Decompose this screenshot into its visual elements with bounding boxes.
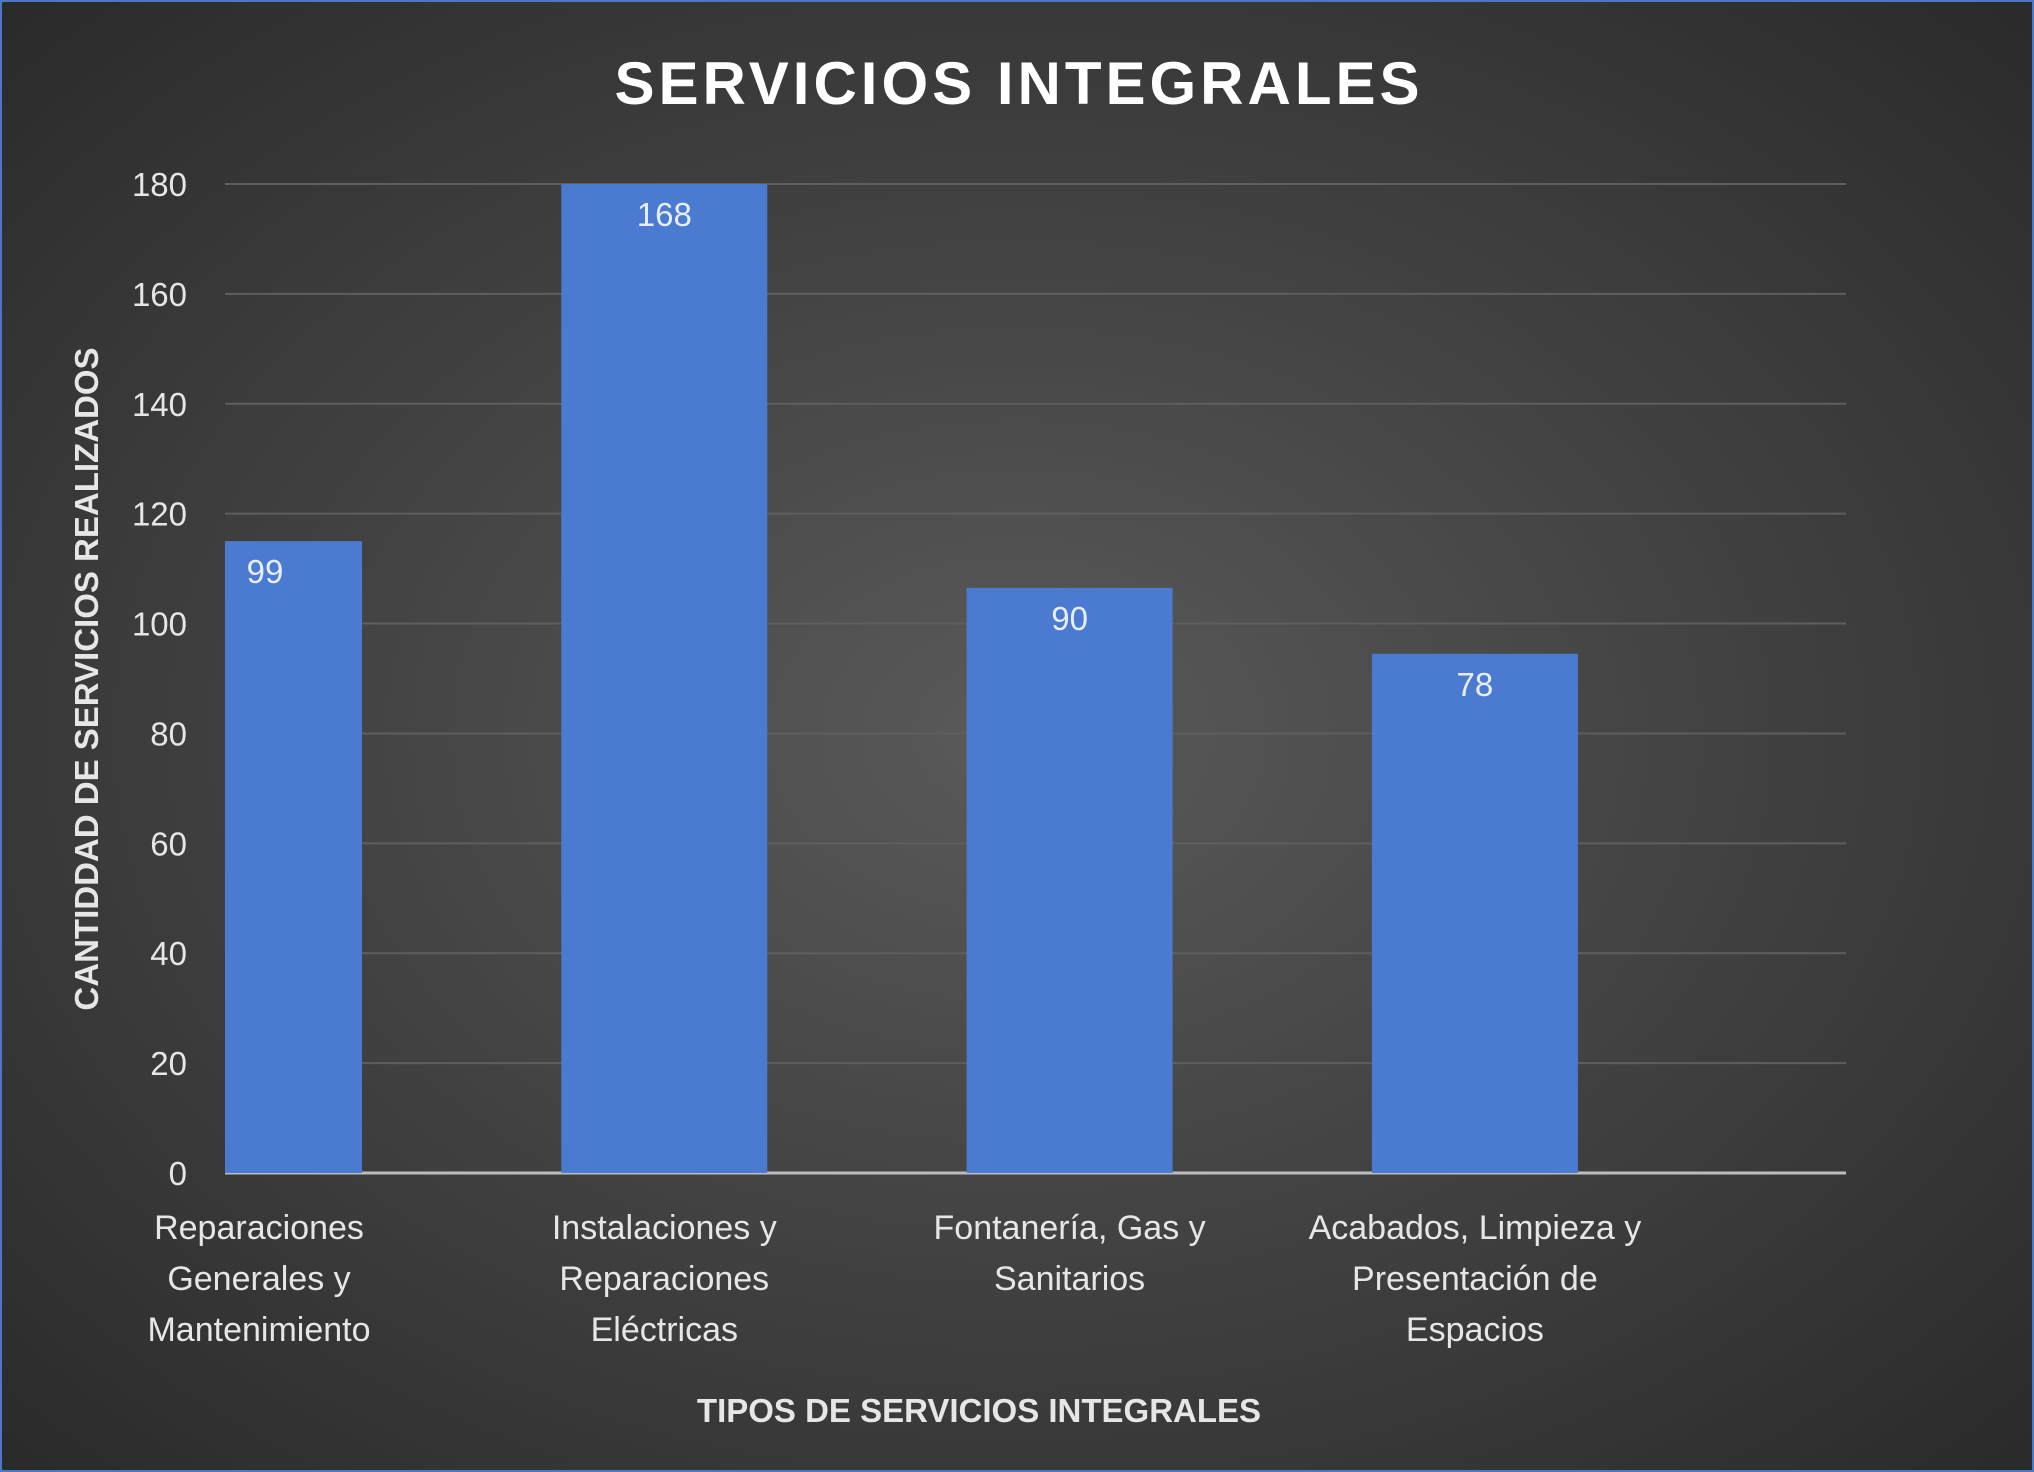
x-tick-label: Reparaciones xyxy=(559,1260,769,1298)
y-tick-label: 140 xyxy=(132,386,187,423)
bar xyxy=(225,541,362,1173)
x-axis-title: TIPOS DE SERVICIOS INTEGRALES xyxy=(697,1392,1261,1429)
x-tick-label: Acabados, Limpieza y xyxy=(1309,1209,1642,1247)
x-tick-label: Sanitarios xyxy=(994,1260,1145,1298)
x-tick-label: Mantenimiento xyxy=(147,1311,370,1349)
x-tick-label: Presentación de xyxy=(1352,1260,1598,1298)
bar xyxy=(1371,653,1578,1173)
x-tick-label: Generales y xyxy=(167,1260,350,1298)
y-tick-label: 40 xyxy=(150,935,187,972)
x-tick-label: Instalaciones y xyxy=(552,1209,777,1247)
data-label: 168 xyxy=(637,196,692,233)
y-axis-title: CANTIDDAD DE SERVICIOS REALIZADOS xyxy=(68,347,105,1010)
bar xyxy=(966,587,1173,1173)
y-tick-label: 20 xyxy=(150,1045,187,1082)
x-tick-label: Espacios xyxy=(1406,1311,1544,1349)
x-tick-label: Fontanería, Gas y xyxy=(934,1209,1206,1247)
bar xyxy=(561,184,768,1173)
y-tick-label: 180 xyxy=(132,166,187,203)
x-tick-label: Reparaciones xyxy=(154,1209,364,1247)
x-tick-label: Eléctricas xyxy=(591,1311,738,1349)
y-tick-label: 80 xyxy=(150,715,187,752)
y-tick-label: 120 xyxy=(132,496,187,533)
y-tick-label: 60 xyxy=(150,825,187,862)
y-tick-label: 160 xyxy=(132,276,187,313)
data-label: 90 xyxy=(1051,600,1088,637)
y-tick-label: 0 xyxy=(169,1155,187,1192)
chart-title: SERVICIOS INTEGRALES xyxy=(614,50,1423,117)
data-label: 99 xyxy=(247,553,284,590)
data-label: 78 xyxy=(1457,666,1494,703)
y-tick-label: 100 xyxy=(132,606,187,643)
